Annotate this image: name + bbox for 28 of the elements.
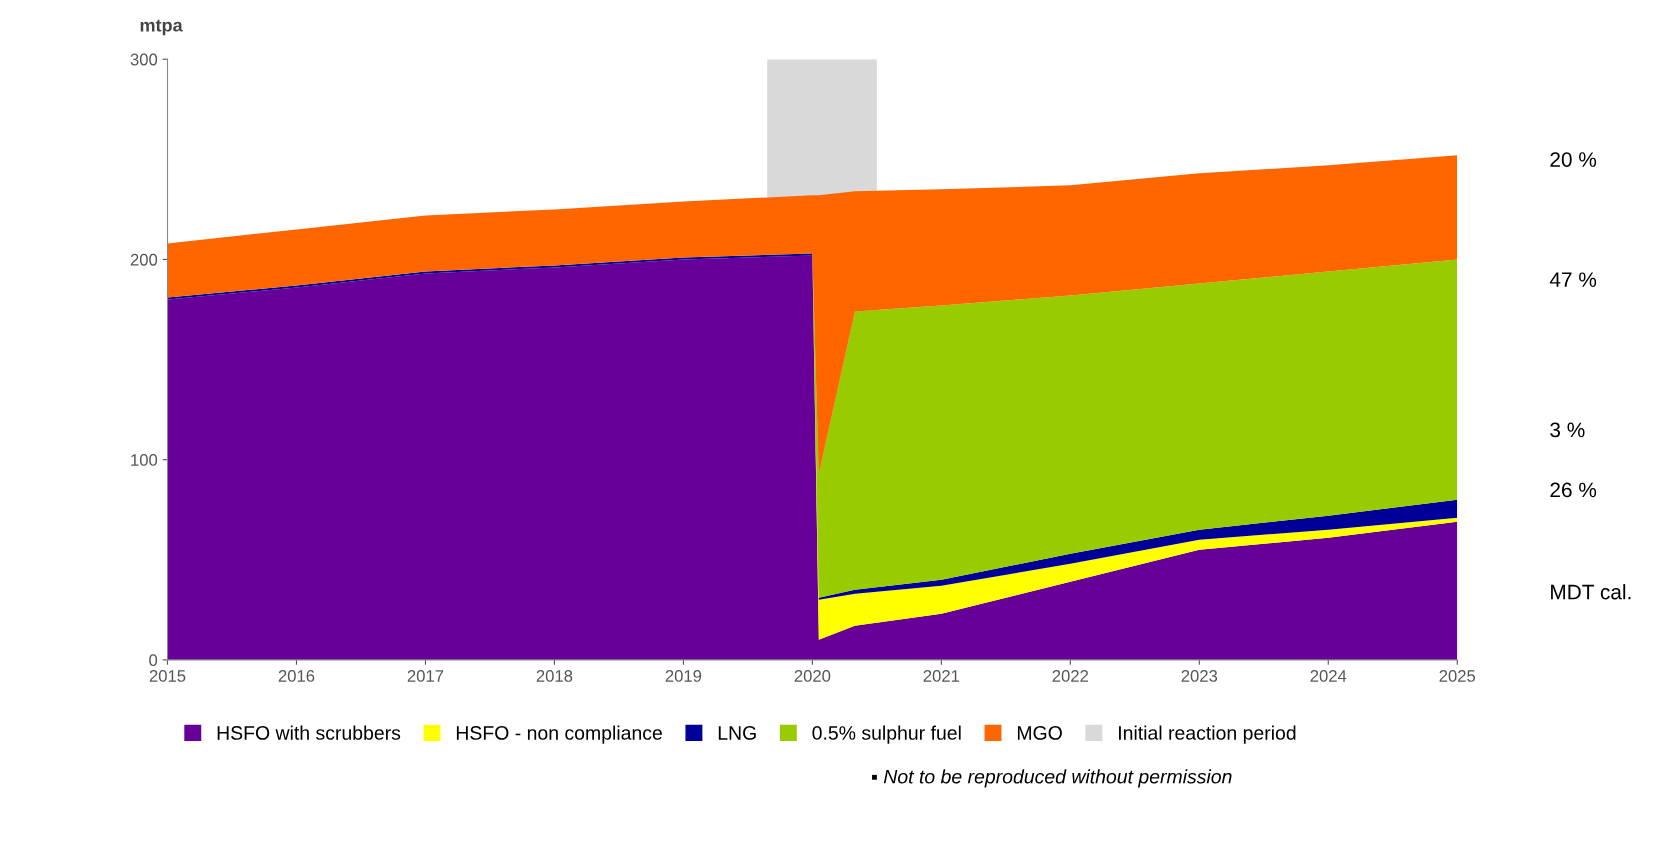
text: 47 %	[1549, 272, 1597, 287]
text: MDT cal.	[1551, 584, 1631, 600]
x-tick-label: 2022	[1052, 670, 1089, 682]
y-tick-label: 200	[130, 253, 158, 266]
legend-label: 0.5% sulphur fuel	[812, 725, 961, 744]
x-tick-label: 2023	[1181, 670, 1218, 682]
x-tick-label: 2017	[407, 670, 444, 682]
x-tick-label: 2019	[665, 670, 702, 682]
y-tick-label: 0	[149, 654, 158, 667]
x-tick-label: 2018	[536, 670, 573, 682]
y-axis-title: mtpa	[140, 19, 183, 36]
legend-label: LNG	[718, 726, 756, 740]
x-tick-label: 2021	[923, 670, 960, 682]
y-tick-label: 100	[131, 454, 158, 466]
legend-label: HSFO - non compliance	[456, 725, 662, 744]
x-tick-label: 2015	[149, 670, 186, 682]
x-tick-label: 2024	[1310, 670, 1347, 682]
x-tick-label: 2020	[794, 670, 831, 682]
text: 20 %	[1550, 152, 1597, 167]
text: 26 %	[1550, 482, 1597, 498]
x-tick-label: 2016	[278, 670, 315, 682]
legend-label: Initial reaction period	[1119, 725, 1296, 744]
legend-label: HSFO with scrubbers	[217, 725, 401, 740]
text: 3 %	[1550, 422, 1585, 438]
x-tick-label: 2025	[1439, 670, 1476, 682]
text: ▪ Not to be reproduced without permission	[872, 769, 1232, 788]
legend-label: MGO	[1017, 726, 1062, 740]
y-tick-label: 300	[130, 53, 158, 66]
